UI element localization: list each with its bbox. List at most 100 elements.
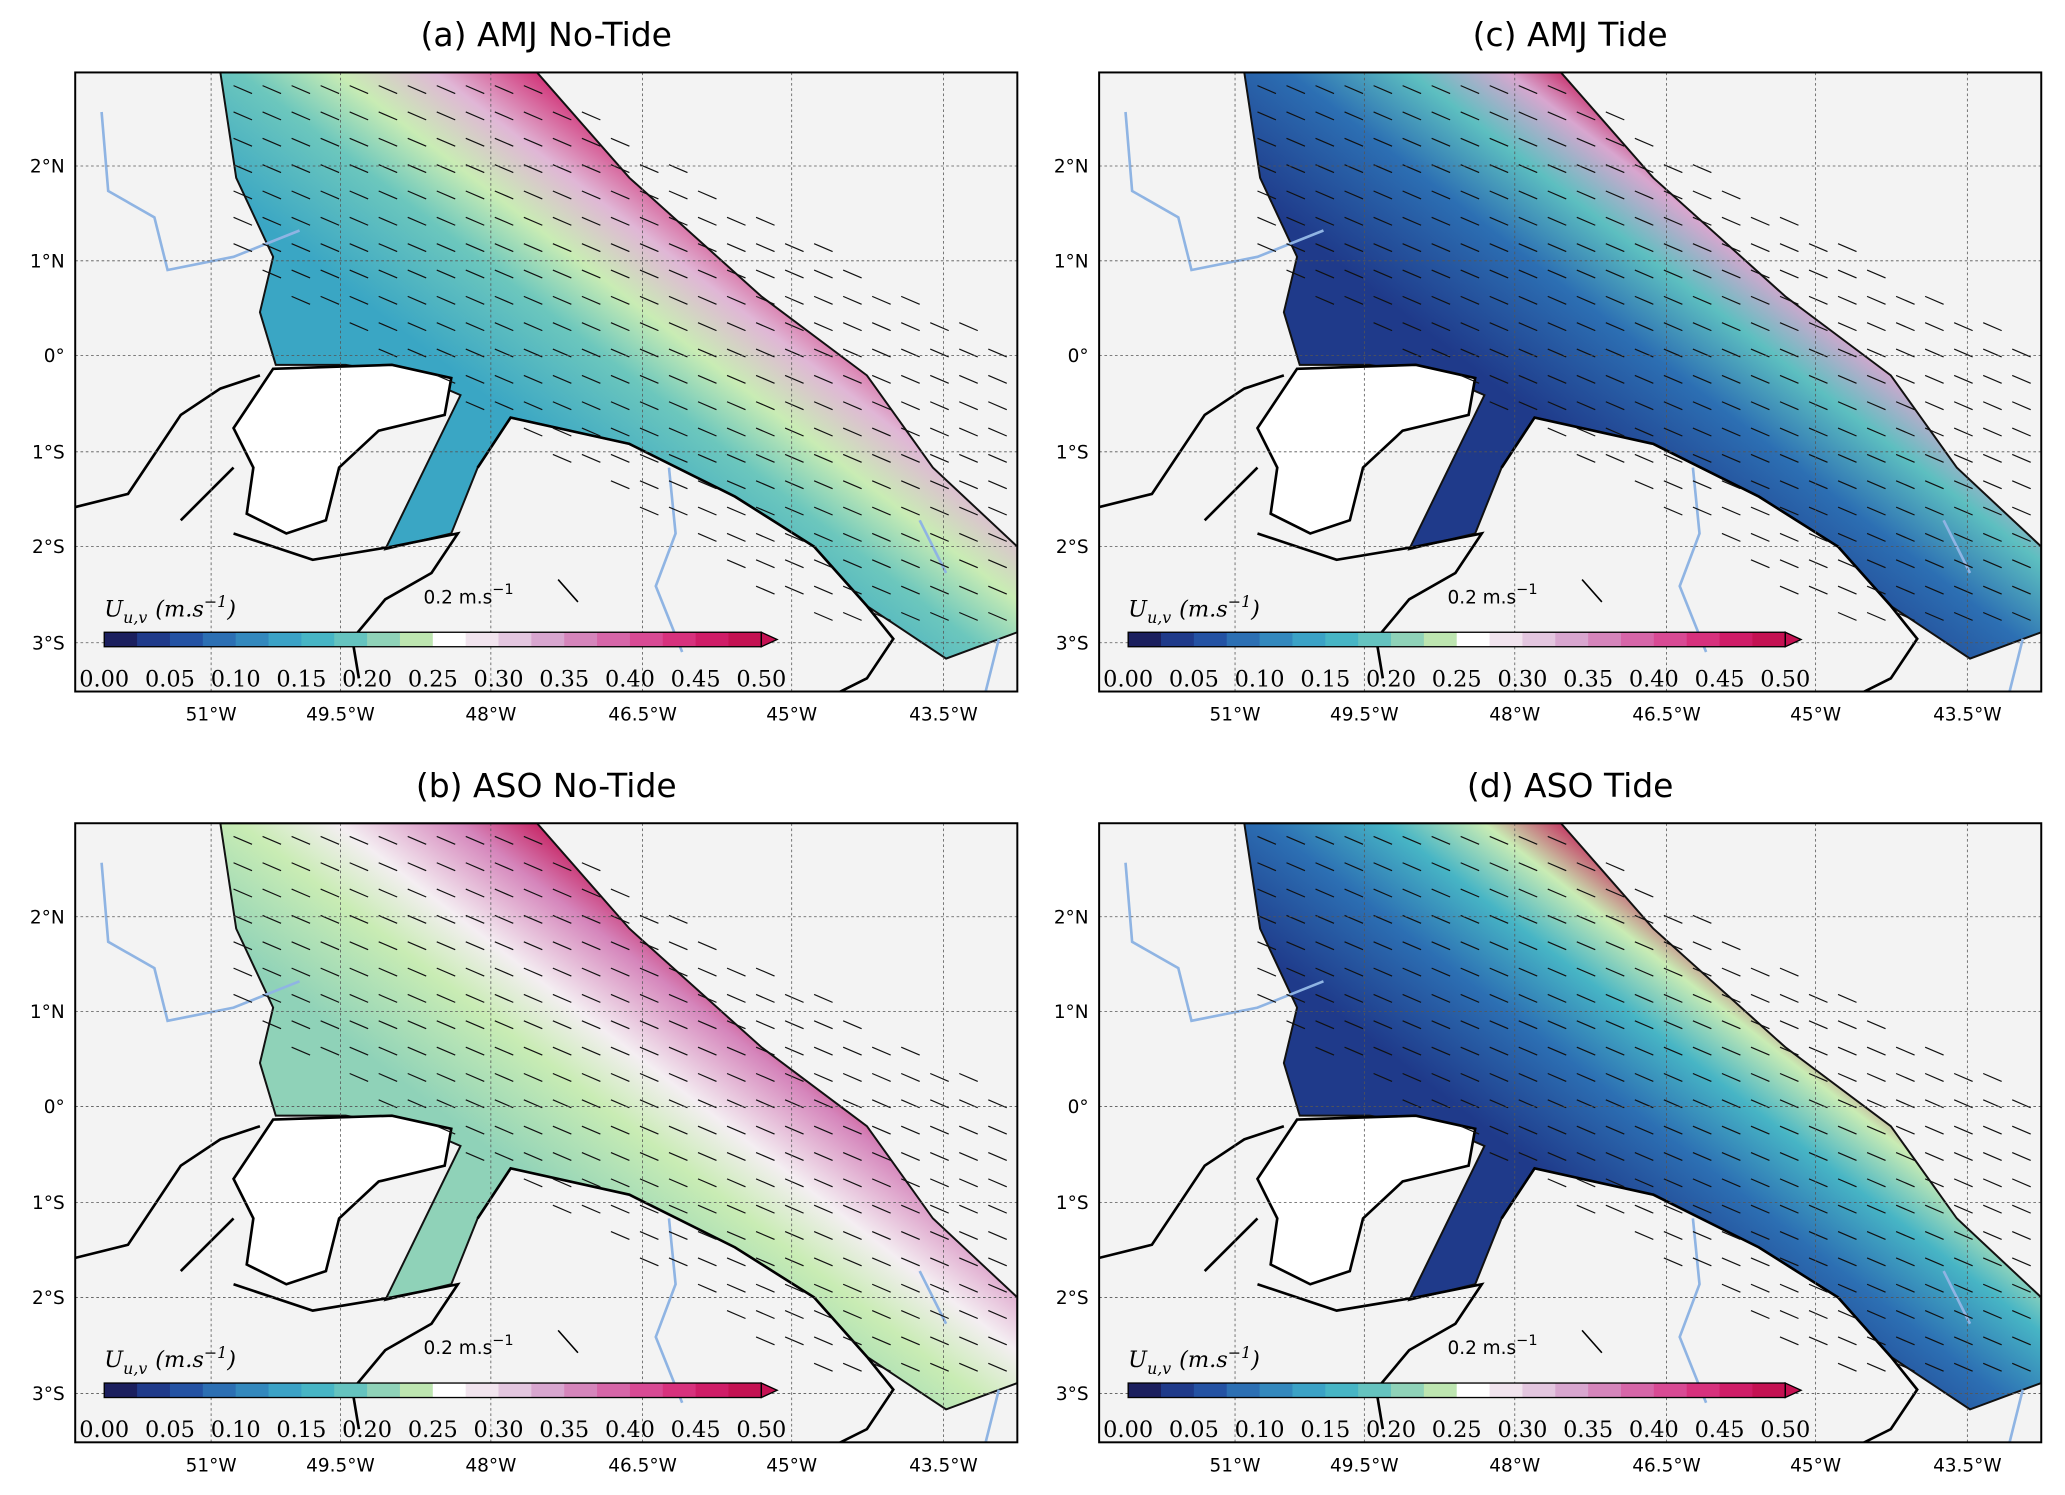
arrow <box>697 1178 717 1188</box>
arrow <box>552 1020 572 1030</box>
arrow <box>1402 835 1422 845</box>
arrow <box>1692 1257 1712 1267</box>
arrow <box>1953 480 1973 490</box>
arrow <box>668 453 688 463</box>
arrow <box>1518 862 1538 872</box>
arrow <box>552 374 572 384</box>
arrow <box>581 941 601 951</box>
arrow <box>842 506 862 516</box>
arrow <box>1634 1231 1654 1241</box>
arrow <box>610 190 630 200</box>
colorbar-cell <box>531 1383 565 1398</box>
arrow <box>1402 888 1422 898</box>
arrow <box>494 1020 514 1030</box>
colorbar-tick: 0.35 <box>1563 1417 1613 1443</box>
arrow <box>523 914 543 924</box>
arrow <box>813 480 833 490</box>
arrow <box>1779 348 1799 358</box>
arrow <box>697 1231 717 1241</box>
arrow <box>610 967 630 977</box>
arrow <box>1576 967 1596 977</box>
arrow <box>1837 401 1857 411</box>
arrow <box>1982 1283 2002 1293</box>
lat-label: 3°S <box>32 633 65 654</box>
arrow <box>1605 1072 1625 1082</box>
arrow <box>930 1283 949 1293</box>
colorbar-cell <box>137 1383 171 1398</box>
colorbar-cell <box>1325 632 1359 647</box>
frame <box>1098 71 2043 693</box>
lon-label: 51°W <box>1210 1455 1261 1476</box>
arrow <box>436 993 456 1003</box>
arrow <box>1721 243 1741 253</box>
colorbar-cell <box>104 632 138 647</box>
arrow <box>1344 993 1364 1003</box>
arrow <box>1286 269 1306 279</box>
arrow <box>1547 348 1567 358</box>
arrow <box>988 1257 1008 1267</box>
arrow <box>494 835 514 845</box>
arrow <box>552 427 572 437</box>
current-vectors <box>233 85 1008 621</box>
colorbar-cell <box>1193 632 1228 647</box>
arrow <box>1779 401 1799 411</box>
arrow <box>1924 295 1944 305</box>
arrow <box>378 269 398 279</box>
lon-label: 43.5°W <box>1933 705 2002 726</box>
arrow <box>1924 1362 1944 1372</box>
arrow <box>262 862 282 872</box>
arrow <box>1924 1310 1944 1320</box>
arrow <box>784 1231 804 1241</box>
arrow <box>930 1310 949 1320</box>
arrow <box>523 941 543 951</box>
colorbar-tick: 0.10 <box>211 1417 261 1443</box>
arrow <box>1866 453 1886 463</box>
arrow <box>1547 216 1567 226</box>
arrow <box>1518 835 1538 845</box>
arrow <box>465 269 485 279</box>
arrow <box>407 85 427 95</box>
arrow <box>1431 1046 1451 1056</box>
arrow <box>668 1151 688 1161</box>
arrow <box>1663 322 1683 332</box>
colorbar-cell <box>1456 632 1491 647</box>
colorbar-cell <box>268 1383 303 1398</box>
arrow <box>813 1283 833 1293</box>
arrow <box>871 374 891 384</box>
arrow <box>1692 1072 1712 1082</box>
arrow <box>755 532 775 542</box>
arrow <box>1315 888 1335 898</box>
arrow <box>1489 941 1509 951</box>
arrow <box>465 941 485 951</box>
arrow <box>349 137 369 147</box>
arrow <box>755 322 775 332</box>
lon-label: 51°W <box>186 705 237 726</box>
arrow <box>755 295 775 305</box>
colorbar-cell <box>1719 1383 1754 1398</box>
colorbar-cell <box>1226 1383 1261 1398</box>
arrow <box>1576 1151 1596 1161</box>
arrow <box>1547 1178 1567 1188</box>
arrow <box>1518 137 1538 147</box>
arrow <box>1837 1151 1857 1161</box>
arrow <box>1402 190 1422 200</box>
arrow <box>233 888 253 898</box>
arrow <box>1837 295 1857 305</box>
arrow <box>697 1257 717 1267</box>
arrow <box>1518 85 1538 95</box>
arrow <box>1315 164 1335 174</box>
arrow <box>1982 611 2002 621</box>
arrow <box>1315 862 1335 872</box>
arrow <box>1924 1046 1944 1056</box>
arrow <box>1518 269 1538 279</box>
arrow <box>1489 888 1509 898</box>
arrow <box>1489 374 1509 384</box>
arrow <box>755 216 775 226</box>
arrow <box>842 1046 862 1056</box>
arrow <box>262 1020 282 1030</box>
arrow <box>1402 862 1422 872</box>
arrow <box>1576 322 1596 332</box>
lon-label: 45°W <box>766 705 817 726</box>
arrow <box>871 1204 891 1214</box>
arrow <box>668 401 688 411</box>
